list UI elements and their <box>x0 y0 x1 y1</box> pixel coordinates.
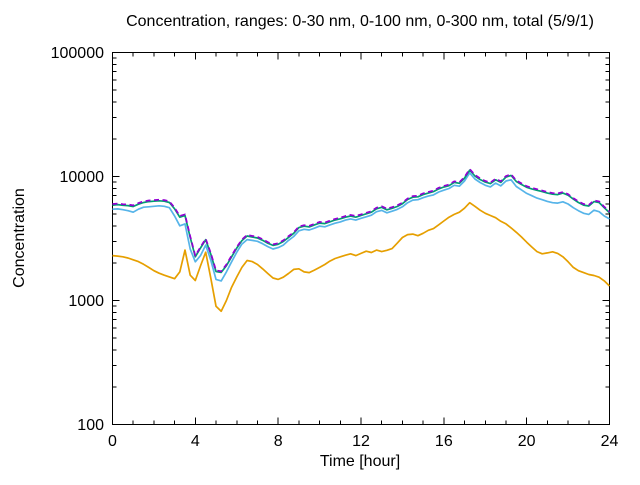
x-tick-label: 24 <box>601 433 619 450</box>
series-line-0-30-nm <box>112 201 611 313</box>
x-tick-label: 12 <box>352 433 370 450</box>
series-line-0-300-nm <box>112 169 611 274</box>
plot-border <box>112 52 610 425</box>
x-axis-label: Time [hour] <box>320 453 400 470</box>
y-axis-label: Concentration <box>11 188 28 288</box>
x-tick-label: 16 <box>435 433 453 450</box>
y-tick-label: 10000 <box>60 169 105 186</box>
y-tick-label: 100 <box>77 417 104 434</box>
x-tick-label: 4 <box>191 433 200 450</box>
x-tick-label: 0 <box>108 433 117 450</box>
plot-area: 0 4 8 12 16 20 24 100 1000 10000 100000 <box>51 45 619 450</box>
y-tick-label: 100000 <box>51 45 104 62</box>
y-tick-label: 1000 <box>68 293 104 310</box>
x-tick-label: 20 <box>518 433 536 450</box>
chart-title: Concentration, ranges: 0-30 nm, 0-100 nm… <box>126 13 594 30</box>
series-line-0-100-nm <box>112 172 610 282</box>
series-line-total <box>112 168 611 273</box>
x-tick-label: 8 <box>274 433 283 450</box>
